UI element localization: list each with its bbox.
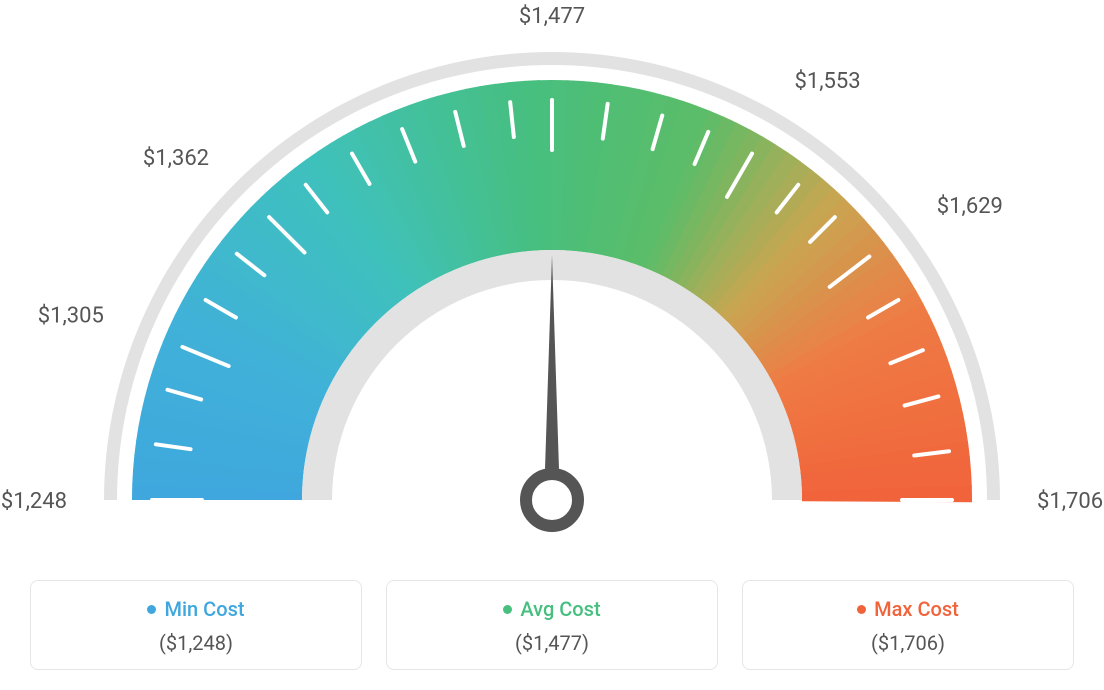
legend-dot-min: [147, 605, 156, 614]
legend-card-avg: Avg Cost ($1,477): [386, 580, 718, 670]
svg-text:$1,362: $1,362: [143, 146, 209, 171]
svg-text:$1,553: $1,553: [795, 69, 861, 94]
legend-title-max: Max Cost: [857, 597, 959, 621]
legend-value-min: ($1,248): [41, 631, 351, 655]
legend-card-max: Max Cost ($1,706): [742, 580, 1074, 670]
legend-title-min: Min Cost: [147, 597, 244, 621]
legend-dot-max: [857, 605, 866, 614]
gauge-chart: $1,248 $1,305 $1,362 $1,477 $1,553 $1,629 $1,7…: [0, 0, 1104, 560]
svg-text:$1,305: $1,305: [38, 303, 104, 328]
legend-label-max: Max Cost: [874, 597, 959, 621]
legend-label-min: Min Cost: [164, 597, 244, 621]
legend-label-avg: Avg Cost: [520, 597, 600, 621]
svg-text:$1,706: $1,706: [1037, 489, 1103, 514]
svg-text:$1,477: $1,477: [519, 4, 585, 29]
legend-title-avg: Avg Cost: [503, 597, 600, 621]
svg-text:$1,248: $1,248: [1, 489, 67, 514]
legend-card-min: Min Cost ($1,248): [30, 580, 362, 670]
legend-dot-avg: [503, 605, 512, 614]
legend-row: Min Cost ($1,248) Avg Cost ($1,477) Max …: [30, 580, 1074, 670]
legend-value-max: ($1,706): [753, 631, 1063, 655]
chart-container: $1,248 $1,305 $1,362 $1,477 $1,553 $1,629 $1,7…: [0, 0, 1104, 690]
svg-text:$1,629: $1,629: [937, 194, 1003, 219]
legend-value-avg: ($1,477): [397, 631, 707, 655]
